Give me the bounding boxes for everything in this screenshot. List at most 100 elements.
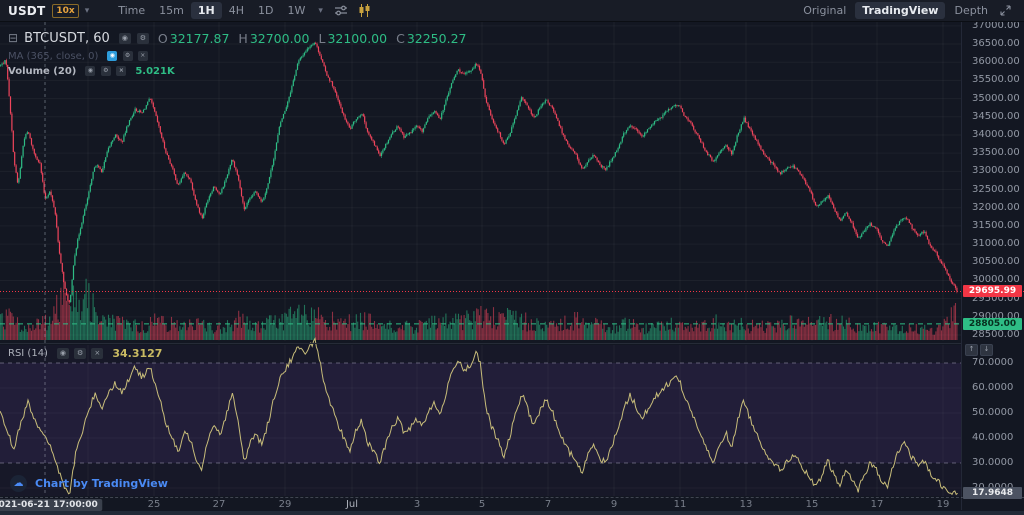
open-value: 32177.87 <box>169 30 230 46</box>
tab-original[interactable]: Original <box>803 4 847 17</box>
pane-separator[interactable] <box>0 343 961 344</box>
time-tick-label: 3 <box>413 499 421 510</box>
tradingview-attribution[interactable]: ☁ Chart by TradingView <box>10 475 168 492</box>
price-tick-label: 33500.00 <box>972 147 1020 158</box>
settings-icon[interactable]: ⚙ <box>136 32 149 44</box>
price-tick-label: 29500.00 <box>972 293 1020 304</box>
price-axis-border <box>961 22 962 510</box>
eye-icon[interactable]: ◉ <box>56 347 69 359</box>
rsi-legend-row: RSI (14) ◉ ⚙ × 34.3127 <box>8 347 162 360</box>
price-tick-label: 35000.00 <box>972 93 1020 104</box>
alert-price-badge: 28805.00 <box>963 318 1022 330</box>
open-label: O <box>157 30 168 46</box>
rsi-tick-label: 30.0000 <box>972 457 1014 468</box>
close-icon[interactable]: × <box>91 347 104 359</box>
time-tick-label: 11 <box>673 499 687 510</box>
interval-1d-button[interactable]: 1D <box>258 4 274 17</box>
tab-tradingview[interactable]: TradingView <box>855 2 946 19</box>
price-tick-label: 37000.00 <box>972 20 1020 31</box>
price-tick-label: 32500.00 <box>972 184 1020 195</box>
price-tick-label: 35500.00 <box>972 74 1020 85</box>
rsi-tick-label: 50.0000 <box>972 407 1014 418</box>
toolbar-left-group: USDT 10x ▾ Time 15m 1H 4H 1D 1W ▾ <box>8 2 376 19</box>
time-tick-label: 9 <box>610 499 618 510</box>
ma-label[interactable]: MA (365, close, 0) <box>8 51 99 62</box>
more-intervals-caret-icon[interactable]: ▾ <box>318 5 323 16</box>
rsi-action-icons: ◉ ⚙ × <box>56 347 104 360</box>
fullscreen-icon[interactable] <box>1000 5 1011 16</box>
price-tick-label: 31500.00 <box>972 220 1020 231</box>
close-value: 32250.27 <box>406 30 467 46</box>
ma-action-icons: ◉ ⚙ × <box>106 51 148 62</box>
leverage-badge[interactable]: 10x <box>52 3 79 18</box>
volume-value: 5.021K <box>135 66 175 77</box>
close-label: C <box>396 30 405 46</box>
legend-symbol-title[interactable]: BTCUSDT, 60 <box>24 30 110 46</box>
price-tick-label: 36000.00 <box>972 56 1020 67</box>
low-label: L <box>318 30 326 46</box>
legend-collapse-icon[interactable]: ⊟ <box>8 31 19 45</box>
eye-icon[interactable]: ◉ <box>107 51 118 61</box>
rsi-value: 34.3127 <box>112 347 163 360</box>
price-tick-label: 34500.00 <box>972 111 1020 122</box>
time-tick-label: Jul <box>345 499 359 510</box>
settings-icon[interactable]: ⚙ <box>122 51 133 61</box>
crosshair-time-badge: 2021-06-21 17:00:00 <box>0 499 103 511</box>
time-tick-label: 17 <box>870 499 884 510</box>
price-tick-label: 31000.00 <box>972 238 1020 249</box>
symbol-legend-row: ⊟ BTCUSDT, 60 ◉ ⚙ O 32177.87 H 32700.00 … <box>8 30 466 46</box>
high-value: 32700.00 <box>249 30 310 46</box>
price-tick-label: 29000.00 <box>972 311 1020 322</box>
interval-time-button[interactable]: Time <box>118 4 146 17</box>
eye-icon[interactable]: ◉ <box>118 32 131 44</box>
indicator-settings-icon[interactable] <box>334 4 348 17</box>
settings-icon[interactable]: ⚙ <box>74 347 87 359</box>
attribution-text[interactable]: Chart by TradingView <box>35 477 168 490</box>
interval-15m-button[interactable]: 15m <box>159 4 184 17</box>
time-axis[interactable]: 23252729Jul35791113151719 <box>0 497 1024 511</box>
time-tick-label: 7 <box>544 499 552 510</box>
symbol-label[interactable]: USDT <box>8 3 46 18</box>
time-tick-label: 15 <box>805 499 819 510</box>
price-tick-label: 30000.00 <box>972 274 1020 285</box>
tradingview-logo-icon[interactable]: ☁ <box>10 475 27 492</box>
time-tick-label: 25 <box>147 499 161 510</box>
eye-icon[interactable]: ◉ <box>85 66 96 76</box>
interval-1w-button[interactable]: 1W <box>287 4 306 17</box>
candle-style-icon[interactable] <box>358 4 371 17</box>
leverage-caret-icon[interactable]: ▾ <box>84 5 90 16</box>
chart-toolbar: USDT 10x ▾ Time 15m 1H 4H 1D 1W ▾ <box>0 0 1024 22</box>
interval-4h-button[interactable]: 4H <box>228 4 245 17</box>
time-tick-label: 29 <box>278 499 292 510</box>
rsi-tick-label: 70.0000 <box>972 357 1014 368</box>
rsi-tick-label: 60.0000 <box>972 382 1014 393</box>
toolbar-right-group: Original TradingView Depth <box>794 2 1016 19</box>
rsi-pane-buttons: ↑ ↓ <box>965 344 993 356</box>
legend-action-icons: ◉ ⚙ <box>118 31 150 46</box>
time-tick-label: 19 <box>936 499 950 510</box>
move-pane-up-button[interactable]: ↑ <box>965 344 978 356</box>
price-tick-label: 34000.00 <box>972 129 1020 140</box>
ohlc-values: O 32177.87 H 32700.00 L 32100.00 C 32250… <box>158 31 467 46</box>
time-tick-label: 5 <box>478 499 486 510</box>
settings-icon[interactable]: ⚙ <box>100 66 111 76</box>
rsi-label[interactable]: RSI (14) <box>8 348 48 359</box>
chart-legend: ⊟ BTCUSDT, 60 ◉ ⚙ O 32177.87 H 32700.00 … <box>8 30 466 78</box>
high-label: H <box>238 30 248 46</box>
ma-legend-row: MA (365, close, 0) ◉ ⚙ × <box>8 50 466 63</box>
rsi-tick-label: 40.0000 <box>972 432 1014 443</box>
price-tick-label: 28500.00 <box>972 329 1020 340</box>
close-icon[interactable]: × <box>137 51 148 61</box>
volume-label[interactable]: Volume (20) <box>8 66 77 77</box>
volume-action-icons: ◉ ⚙ × <box>84 66 127 77</box>
low-value: 32100.00 <box>327 30 388 46</box>
move-pane-down-button[interactable]: ↓ <box>980 344 993 356</box>
tab-depth[interactable]: Depth <box>954 4 988 17</box>
volume-legend-row: Volume (20) ◉ ⚙ × 5.021K <box>8 65 466 78</box>
close-icon[interactable]: × <box>116 66 127 76</box>
last-price-badge: 29695.99 <box>963 285 1022 297</box>
price-tick-label: 32000.00 <box>972 202 1020 213</box>
interval-1h-button[interactable]: 1H <box>190 2 222 19</box>
